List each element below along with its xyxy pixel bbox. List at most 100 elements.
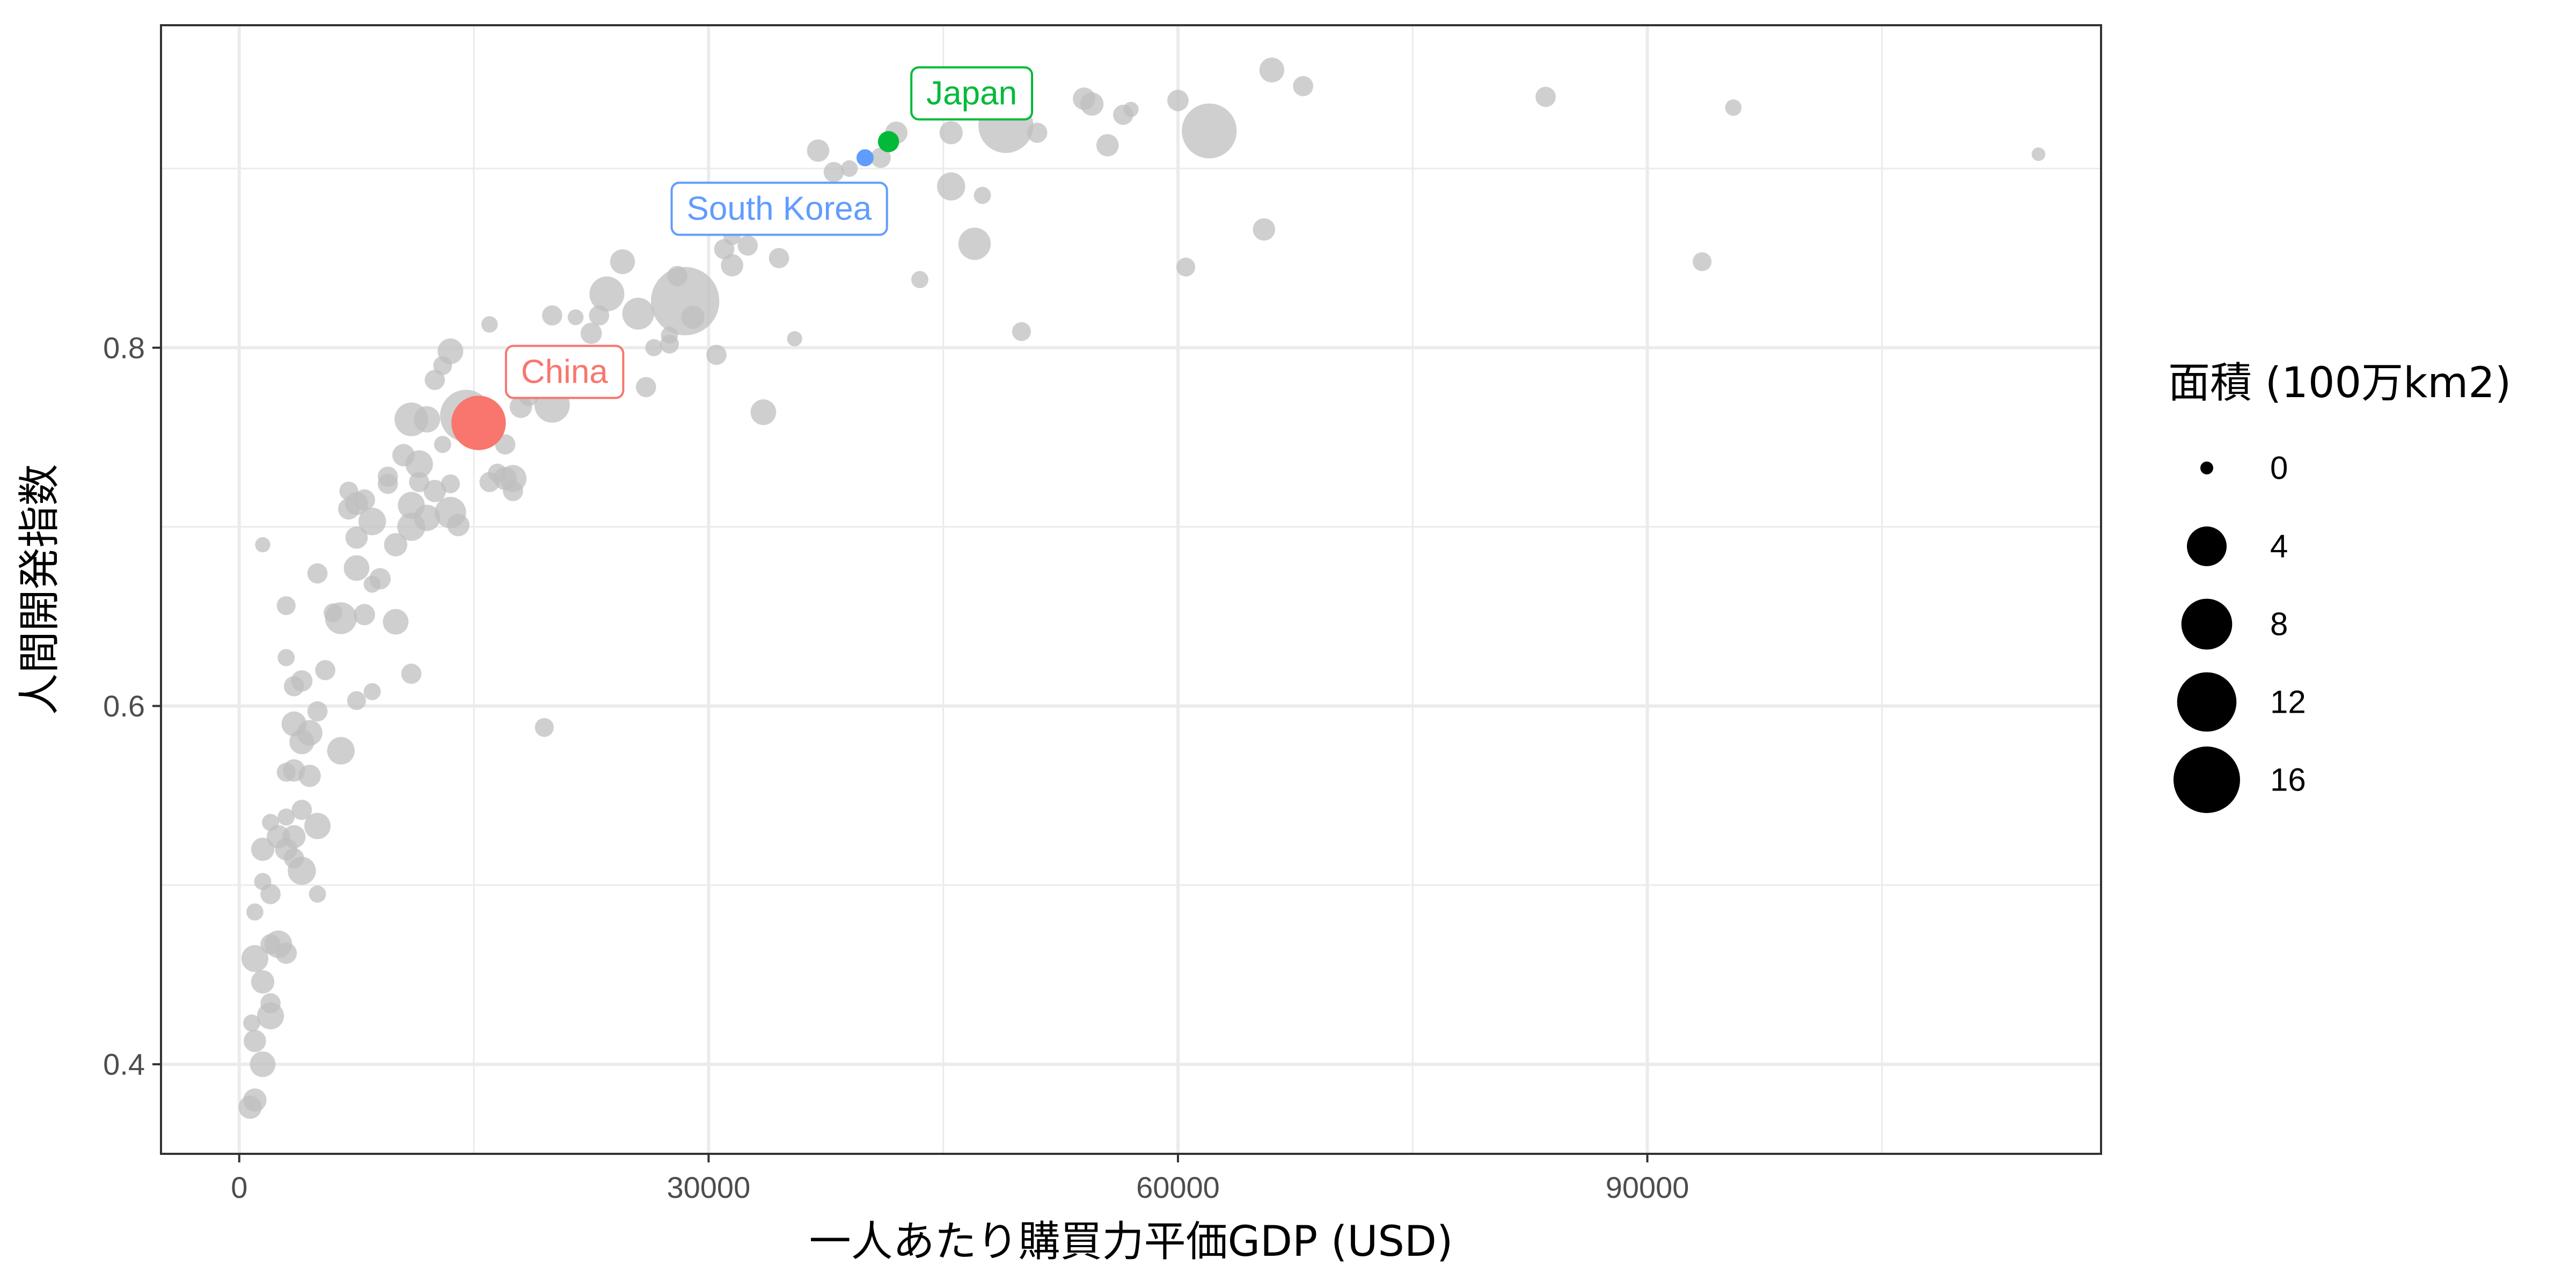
data-point [650, 267, 720, 335]
legend-entry: 12 [2177, 672, 2306, 732]
data-point [911, 271, 928, 288]
data-point [645, 339, 663, 356]
legend-entry: 0 [2200, 450, 2288, 486]
data-point [246, 903, 264, 921]
data-point [737, 235, 758, 256]
data-point [481, 316, 498, 333]
data-point [358, 507, 386, 536]
data-point [254, 873, 272, 890]
data-point [307, 563, 328, 584]
data-point [277, 808, 295, 826]
highlighted-points [451, 131, 899, 450]
data-point [721, 254, 743, 277]
data-point [251, 970, 275, 994]
data-point [580, 323, 602, 345]
data-point [1259, 57, 1285, 83]
annotation-label: South Korea [687, 191, 872, 228]
panel-border [160, 24, 2102, 1155]
data-point [841, 160, 858, 177]
x-axis: 0 30000 60000 90000 [231, 1154, 1689, 1204]
data-point [276, 596, 296, 616]
data-point [401, 663, 422, 684]
y-tick-label: 0.8 [103, 331, 145, 364]
data-point [441, 474, 460, 494]
panel-fill [161, 25, 2101, 1154]
data-point [315, 660, 335, 680]
legend-key [2174, 747, 2240, 813]
highlight-point-japan [877, 131, 899, 152]
data-point [394, 402, 428, 436]
data-point [974, 187, 991, 204]
point-annotations: China Japan South Korea [504, 66, 1034, 399]
highlight-point-south-korea [856, 149, 874, 166]
data-point [377, 473, 398, 494]
data-point [276, 763, 296, 782]
data-point [610, 249, 635, 274]
data-point [250, 1051, 276, 1077]
legend-key [2181, 598, 2233, 650]
data-point [241, 945, 269, 972]
annotation-china: China [504, 345, 625, 399]
data-point [384, 533, 407, 557]
data-point [383, 609, 409, 635]
data-point [1253, 218, 1276, 241]
data-point [622, 297, 654, 330]
data-point [1182, 103, 1237, 159]
data-point [509, 396, 532, 418]
data-point [435, 496, 466, 529]
y-tick-label: 0.6 [103, 689, 145, 723]
annotation-box [504, 345, 625, 399]
data-point [1293, 76, 1314, 97]
data-point [304, 813, 331, 839]
annotation-label: Japan [926, 75, 1017, 112]
legend-key [2200, 462, 2213, 474]
data-point [1725, 99, 1742, 116]
data-point [535, 718, 554, 737]
data-point [392, 444, 415, 466]
data-point [541, 305, 562, 326]
data-point [706, 345, 727, 365]
data-point [1113, 105, 1133, 125]
x-tick-label: 30000 [667, 1170, 750, 1204]
data-point [363, 575, 381, 593]
data-point [324, 603, 343, 623]
data-point [769, 248, 789, 268]
annotation-box [670, 181, 888, 236]
data-point [345, 526, 368, 549]
legend-label: 12 [2270, 684, 2306, 720]
data-point [244, 1029, 266, 1052]
annotation-south-korea: South Korea [670, 181, 888, 236]
data-point [327, 737, 355, 765]
data-point [434, 436, 451, 453]
data-point [397, 513, 426, 541]
plot-panel [161, 25, 2101, 1154]
legend-key [2187, 526, 2227, 566]
data-point [479, 472, 500, 493]
data-point [870, 148, 891, 168]
data-point [343, 555, 370, 581]
data-point [1096, 134, 1119, 157]
y-axis: 0.4 0.6 0.8 [103, 331, 161, 1081]
data-point [787, 331, 802, 347]
data-point [251, 837, 275, 861]
data-point [660, 334, 679, 354]
legend-label: 16 [2270, 762, 2306, 798]
data-point [409, 472, 429, 493]
data-point [1167, 90, 1189, 112]
data-point [425, 370, 445, 390]
data-point [936, 172, 965, 201]
size-legend: 面積 (100万km2) 0 4 8 12 16 [2168, 359, 2511, 813]
legend-key [2177, 672, 2237, 732]
data-point [257, 1002, 284, 1030]
y-axis-title: 人間開発指数 [16, 464, 64, 715]
data-point [291, 800, 312, 820]
data-point [398, 492, 425, 519]
annotation-japan: Japan [910, 66, 1034, 121]
data-point [283, 676, 304, 697]
data-point [1012, 322, 1031, 341]
data-point [1073, 87, 1095, 110]
data-point [750, 399, 777, 425]
legend-title: 面積 (100万km2) [2168, 359, 2511, 407]
data-point [714, 239, 735, 260]
